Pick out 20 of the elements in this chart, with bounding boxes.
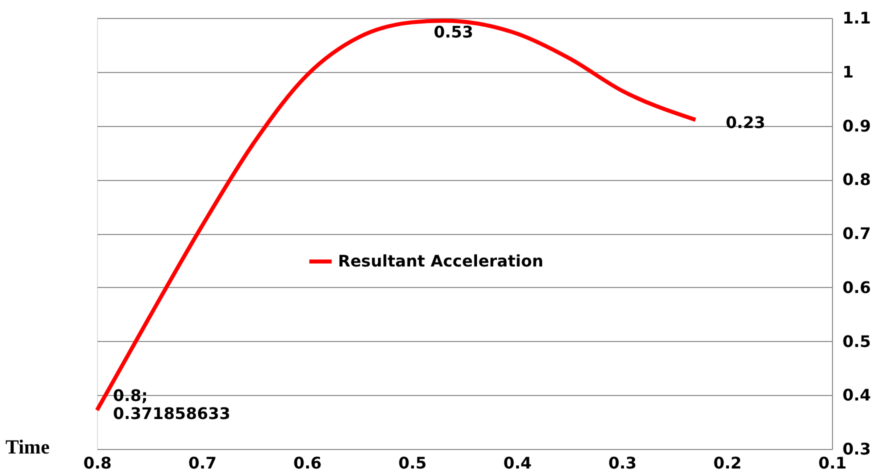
x-tick-label: 0.4 — [503, 454, 532, 472]
x-tick-label: 0.6 — [293, 454, 322, 472]
x-tick-label: 0.8 — [83, 454, 112, 472]
x-axis-title: Time — [6, 436, 50, 458]
annotation: 0.53 — [434, 22, 474, 42]
x-tick-label: 0.3 — [608, 454, 637, 472]
x-tick-label: 0.7 — [188, 454, 217, 472]
y-tick-label: 0.8 — [842, 170, 871, 190]
y-tick-label: 1.1 — [842, 8, 871, 28]
y-tick-label: 0.6 — [842, 278, 871, 297]
annotation: 0.23 — [726, 112, 766, 132]
x-tick-label: 0.5 — [398, 454, 427, 472]
y-tick-label: 1 — [842, 62, 854, 82]
annotation: 0.8; 0.371858633 — [113, 386, 230, 424]
y-tick-label: 0.9 — [842, 116, 871, 136]
y-tick-label: 0.7 — [842, 224, 871, 243]
legend-label: Resultant Acceleration — [338, 252, 544, 270]
y-tick-label: 0.5 — [842, 332, 871, 351]
x-tick-label: 0.2 — [713, 454, 742, 472]
y-tick-label: 0.4 — [842, 386, 871, 405]
